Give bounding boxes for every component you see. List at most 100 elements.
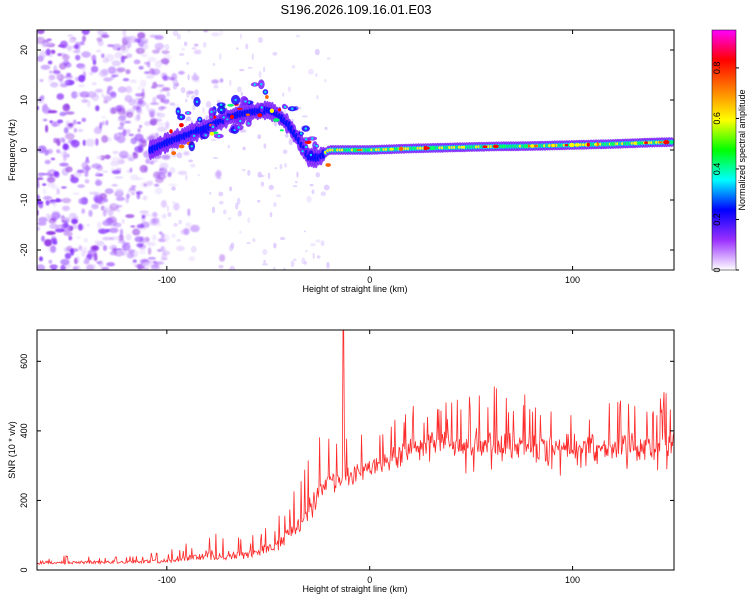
spectrogram-noise-blob bbox=[73, 119, 77, 125]
spectrogram-noise-blob bbox=[60, 258, 70, 266]
spectrogram-noise-blob bbox=[68, 235, 73, 241]
spectrogram-faint-blob bbox=[260, 174, 265, 178]
spectrogram-branch-core bbox=[180, 115, 183, 119]
spectrogram-noise-blob bbox=[154, 261, 164, 265]
spectrogram-noise-blob bbox=[84, 170, 89, 177]
spectrogram-faint-blob bbox=[228, 244, 234, 252]
spectrogram-faint-blob bbox=[210, 138, 217, 142]
spectrogram-faint-blob bbox=[209, 191, 212, 195]
spectrogram-noise-blob bbox=[82, 35, 86, 42]
spectrogram-noise-blob bbox=[136, 243, 144, 248]
spectrogram-noise-blob bbox=[95, 138, 99, 146]
spectrogram-noise-blob bbox=[96, 155, 104, 160]
spectrogram-noise-blob bbox=[37, 145, 47, 154]
spectrogram-noise-blob bbox=[50, 82, 59, 88]
spectrogram-branch-core bbox=[198, 118, 201, 121]
spectrogram-noise-blob bbox=[47, 110, 58, 114]
spectrogram-noise-blob bbox=[91, 203, 99, 210]
spectrogram-noise-blob bbox=[141, 92, 145, 100]
spectrogram-noise-blob bbox=[173, 202, 180, 211]
spectrogram-noise-blob bbox=[94, 253, 98, 262]
spectrogram-noise-blob bbox=[127, 35, 138, 44]
spectrogram-noise-blob bbox=[49, 223, 59, 229]
spectrogram-hotspot bbox=[411, 147, 416, 150]
spectrogram-noise-blob bbox=[118, 239, 126, 244]
spectrogram-noise-blob bbox=[63, 59, 70, 66]
spectrogram-noise-blob bbox=[114, 51, 124, 59]
spectrogram-noise-blob bbox=[137, 128, 141, 133]
spectrogram-noise-blob bbox=[219, 30, 224, 37]
spectrogram-faint-blob bbox=[229, 79, 232, 87]
spectrogram-noise-blob bbox=[140, 53, 148, 58]
spectrogram-noise-blob bbox=[62, 54, 70, 61]
spectrogram-noise-blob bbox=[134, 264, 144, 268]
spectrogram-faint-blob bbox=[211, 206, 216, 214]
spectrogram-faint-blob bbox=[202, 107, 205, 114]
spectrogram-noise-blob bbox=[66, 72, 72, 77]
spectrogram-hotspot bbox=[389, 147, 394, 151]
colorbar-tick-label: 0 bbox=[712, 267, 722, 272]
spectrogram-hotspot bbox=[575, 143, 580, 147]
spectrogram-branch-core bbox=[210, 110, 213, 114]
spectrogram-faint-blob bbox=[229, 265, 236, 270]
spectrogram-noise-blob bbox=[62, 205, 70, 211]
spectrogram-faint-blob bbox=[212, 156, 219, 159]
spectrogram-noise-blob bbox=[156, 84, 165, 88]
spectrogram-faint-blob bbox=[262, 263, 268, 266]
spectrogram-faint-blob bbox=[303, 261, 308, 265]
spectrogram-noise-blob bbox=[52, 70, 61, 74]
spectrogram-noise-blob bbox=[42, 118, 48, 122]
spectrogram-noise-blob bbox=[48, 70, 53, 74]
spectrogram-noise-blob bbox=[134, 236, 144, 243]
spectrogram-noise-blob bbox=[171, 73, 178, 81]
spectrogram-hotspot bbox=[394, 148, 399, 150]
spectrogram-y-axis-label: Frequency (Hz) bbox=[7, 119, 17, 181]
spectrogram-faint-blob bbox=[228, 217, 232, 221]
spectrogram-noise-blob bbox=[183, 151, 190, 156]
spectrogram-faint-blob bbox=[212, 63, 216, 66]
spectrogram-noise-blob bbox=[37, 226, 41, 231]
spectrogram-noise-blob bbox=[76, 169, 85, 174]
spectrogram-noise-blob bbox=[102, 198, 108, 203]
spectrogram-noise-blob bbox=[141, 215, 146, 219]
spectrogram-noise-blob bbox=[51, 211, 61, 220]
spectrogram-faint-blob bbox=[235, 202, 239, 210]
spectrogram-faint-blob bbox=[169, 167, 176, 174]
spectrogram-noise-blob bbox=[71, 45, 77, 49]
spectrogram-noise-blob bbox=[123, 120, 132, 124]
spectrogram-noise-blob bbox=[154, 183, 160, 187]
spectrogram-noise-blob bbox=[122, 78, 130, 82]
spectrogram-faint-blob bbox=[247, 217, 251, 224]
spectrogram-noise-blob bbox=[38, 97, 43, 102]
spectrogram-branch-core bbox=[192, 134, 196, 138]
spectrogram-faint-blob bbox=[242, 169, 246, 172]
spectrogram-noise-blob bbox=[129, 187, 136, 191]
spectrogram-noise-blob bbox=[144, 71, 150, 75]
spectrogram-noise-blob bbox=[125, 85, 133, 94]
spectrogram-noise-blob bbox=[112, 150, 119, 155]
spectrogram-noise-blob bbox=[65, 166, 73, 173]
spectrogram-x-tick-label: 100 bbox=[565, 275, 580, 285]
spectrogram-noise-blob bbox=[180, 229, 189, 235]
spectrogram-noise-blob bbox=[103, 95, 112, 102]
spectrogram-noise-blob bbox=[132, 152, 139, 159]
spectrogram-faint-blob bbox=[186, 91, 190, 98]
spectrogram-noise-blob bbox=[47, 60, 53, 65]
spectrogram-noise-blob bbox=[65, 111, 75, 115]
spectrogram-noise-blob bbox=[84, 257, 90, 261]
spectrogram-x-tick-label: -100 bbox=[158, 275, 176, 285]
spectrogram-noise-blob bbox=[91, 54, 97, 62]
spectrogram-noise-blob bbox=[126, 53, 133, 58]
spectrogram-noise-blob bbox=[181, 47, 185, 51]
spectrogram-noise-blob bbox=[122, 243, 131, 251]
spectrogram-faint-blob bbox=[292, 185, 298, 188]
spectrogram-branch-core bbox=[190, 145, 193, 148]
spectrogram-faint-blob bbox=[326, 57, 331, 60]
spectrogram-noise-blob bbox=[138, 144, 144, 153]
spectrogram-noise-blob bbox=[130, 79, 137, 84]
spectrogram-noise-blob bbox=[96, 49, 101, 53]
spectrogram-hotspot bbox=[257, 113, 263, 118]
spectrogram-faint-blob bbox=[316, 95, 319, 100]
spectrogram-noise-blob bbox=[42, 183, 47, 186]
